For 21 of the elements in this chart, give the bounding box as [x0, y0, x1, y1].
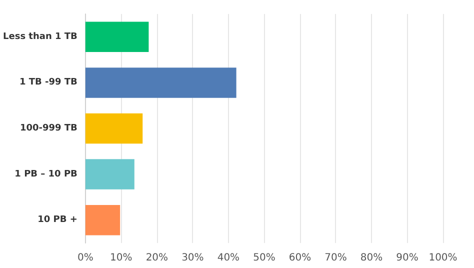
bar	[85, 68, 236, 98]
bar	[85, 113, 143, 144]
bar	[85, 159, 134, 190]
x-tick-label: 40%	[217, 252, 240, 264]
x-tick-label: 0%	[77, 252, 94, 264]
y-tick-label: 10 PB +	[38, 215, 78, 226]
x-tick-label: 100%	[428, 252, 458, 264]
x-tick-label: 80%	[360, 252, 383, 264]
y-tick-label: Less than 1 TB	[3, 32, 78, 42]
x-tick-label: 10%	[110, 252, 132, 264]
bar	[85, 204, 120, 236]
y-tick-label: 1 TB -99 TB	[19, 78, 78, 88]
x-tick-label: 90%	[396, 252, 418, 264]
x-tick-label: 60%	[288, 252, 312, 264]
x-tick-label: 50%	[253, 252, 276, 264]
bar	[85, 22, 149, 52]
x-tick-label: 70%	[324, 252, 347, 264]
y-tick-label: 1 PB – 10 PB	[14, 169, 78, 180]
y-tick-label: 100-999 TB	[20, 124, 78, 134]
x-tick-label: 20%	[146, 252, 168, 264]
x-tick-label: 30%	[182, 252, 204, 264]
